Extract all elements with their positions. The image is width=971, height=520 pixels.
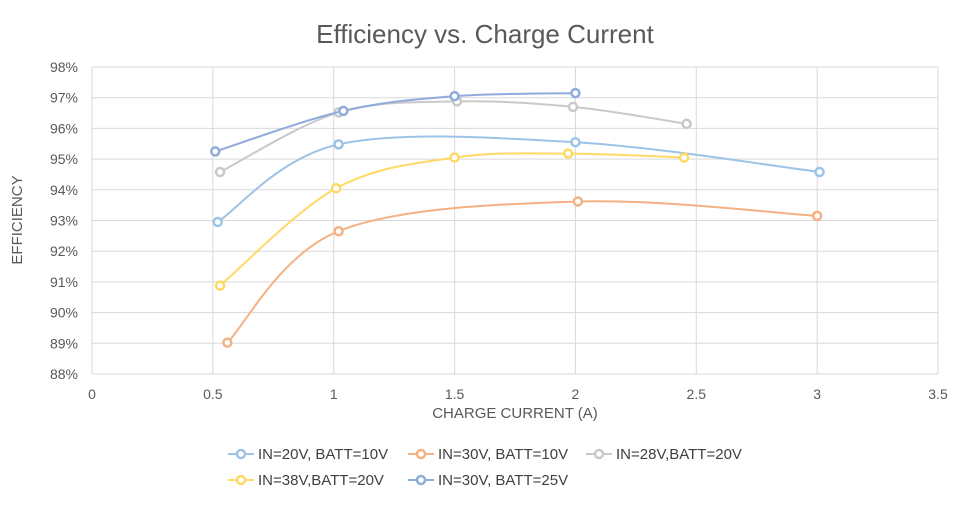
x-tick-label: 3.5	[928, 386, 948, 402]
data-point	[449, 152, 460, 163]
data-point	[449, 90, 460, 102]
legend-swatch-marker	[235, 474, 247, 486]
legend: IN=20V, BATT=10V IN=30V, BATT=10V IN=28V,B…	[228, 446, 742, 489]
y-tick-label: 92%	[50, 243, 78, 259]
series-4	[210, 87, 581, 157]
legend-swatch-marker	[415, 448, 427, 460]
data-point	[567, 101, 579, 113]
x-tick-label: 2	[572, 386, 580, 402]
series-line	[214, 92, 576, 153]
data-point	[678, 152, 690, 163]
data-point	[333, 139, 344, 150]
legend-entry: IN=30V, BATT=10V	[408, 446, 568, 463]
data-point	[572, 196, 584, 207]
data-point	[562, 148, 574, 159]
tick-labels: 88% 89% 90% 91% 92% 93% 94% 95% 96% 97% 98% 0 0.5 1 1.…	[50, 59, 948, 402]
x-tick-label: 3	[813, 386, 821, 402]
x-tick-label: 1.5	[445, 386, 465, 402]
data-point	[212, 216, 223, 228]
legend-swatch-marker	[415, 474, 427, 486]
y-axis-label: EFFICIENCY	[9, 175, 26, 264]
series-3	[214, 148, 690, 291]
x-tick-label: 0	[88, 386, 96, 402]
x-tick-label: 0.5	[203, 386, 223, 402]
series-layer	[210, 87, 825, 348]
data-point	[338, 105, 349, 117]
x-tick-label: 1	[330, 386, 338, 402]
y-tick-label: 98%	[50, 59, 78, 75]
y-tick-label: 94%	[50, 182, 78, 198]
x-axis-label: CHARGE CURRENT (A)	[432, 405, 598, 422]
legend-label: IN=30V, BATT=25V	[438, 472, 568, 489]
legend-entry: IN=28V,BATT=20V	[586, 446, 742, 463]
series-1	[222, 196, 823, 348]
data-point	[222, 337, 233, 348]
legend-label: IN=30V, BATT=10V	[438, 446, 568, 463]
data-point	[214, 280, 226, 291]
series-line	[226, 200, 818, 344]
data-point	[214, 166, 226, 178]
data-point	[570, 136, 581, 148]
x-tick-label: 2.5	[687, 386, 707, 402]
y-tick-label: 90%	[50, 305, 78, 321]
data-point	[681, 118, 692, 130]
data-point	[814, 166, 825, 178]
series-2	[214, 96, 692, 178]
chart-title: Efficiency vs. Charge Current	[316, 19, 654, 49]
y-tick-label: 93%	[50, 213, 78, 229]
legend-swatch-marker	[593, 448, 605, 460]
y-tick-label: 91%	[50, 274, 78, 290]
y-tick-label: 96%	[50, 120, 78, 136]
y-tick-label: 88%	[50, 366, 78, 382]
y-tick-label: 95%	[50, 151, 78, 167]
legend-label: IN=38V,BATT=20V	[258, 472, 384, 489]
data-point	[330, 183, 342, 194]
legend-swatch-marker	[235, 448, 247, 460]
data-point	[333, 225, 344, 237]
legend-entry: IN=30V, BATT=25V	[408, 472, 568, 489]
series-0	[212, 135, 825, 228]
legend-entry: IN=20V, BATT=10V	[228, 446, 388, 463]
y-tick-label: 97%	[50, 90, 78, 106]
legend-label: IN=28V,BATT=20V	[616, 446, 742, 463]
data-point	[210, 146, 221, 157]
legend-entry: IN=38V,BATT=20V	[228, 472, 384, 489]
data-point	[811, 210, 823, 222]
series-line	[217, 135, 820, 223]
y-tick-label: 89%	[50, 335, 78, 351]
legend-label: IN=20V, BATT=10V	[258, 446, 388, 463]
data-point	[570, 87, 581, 99]
